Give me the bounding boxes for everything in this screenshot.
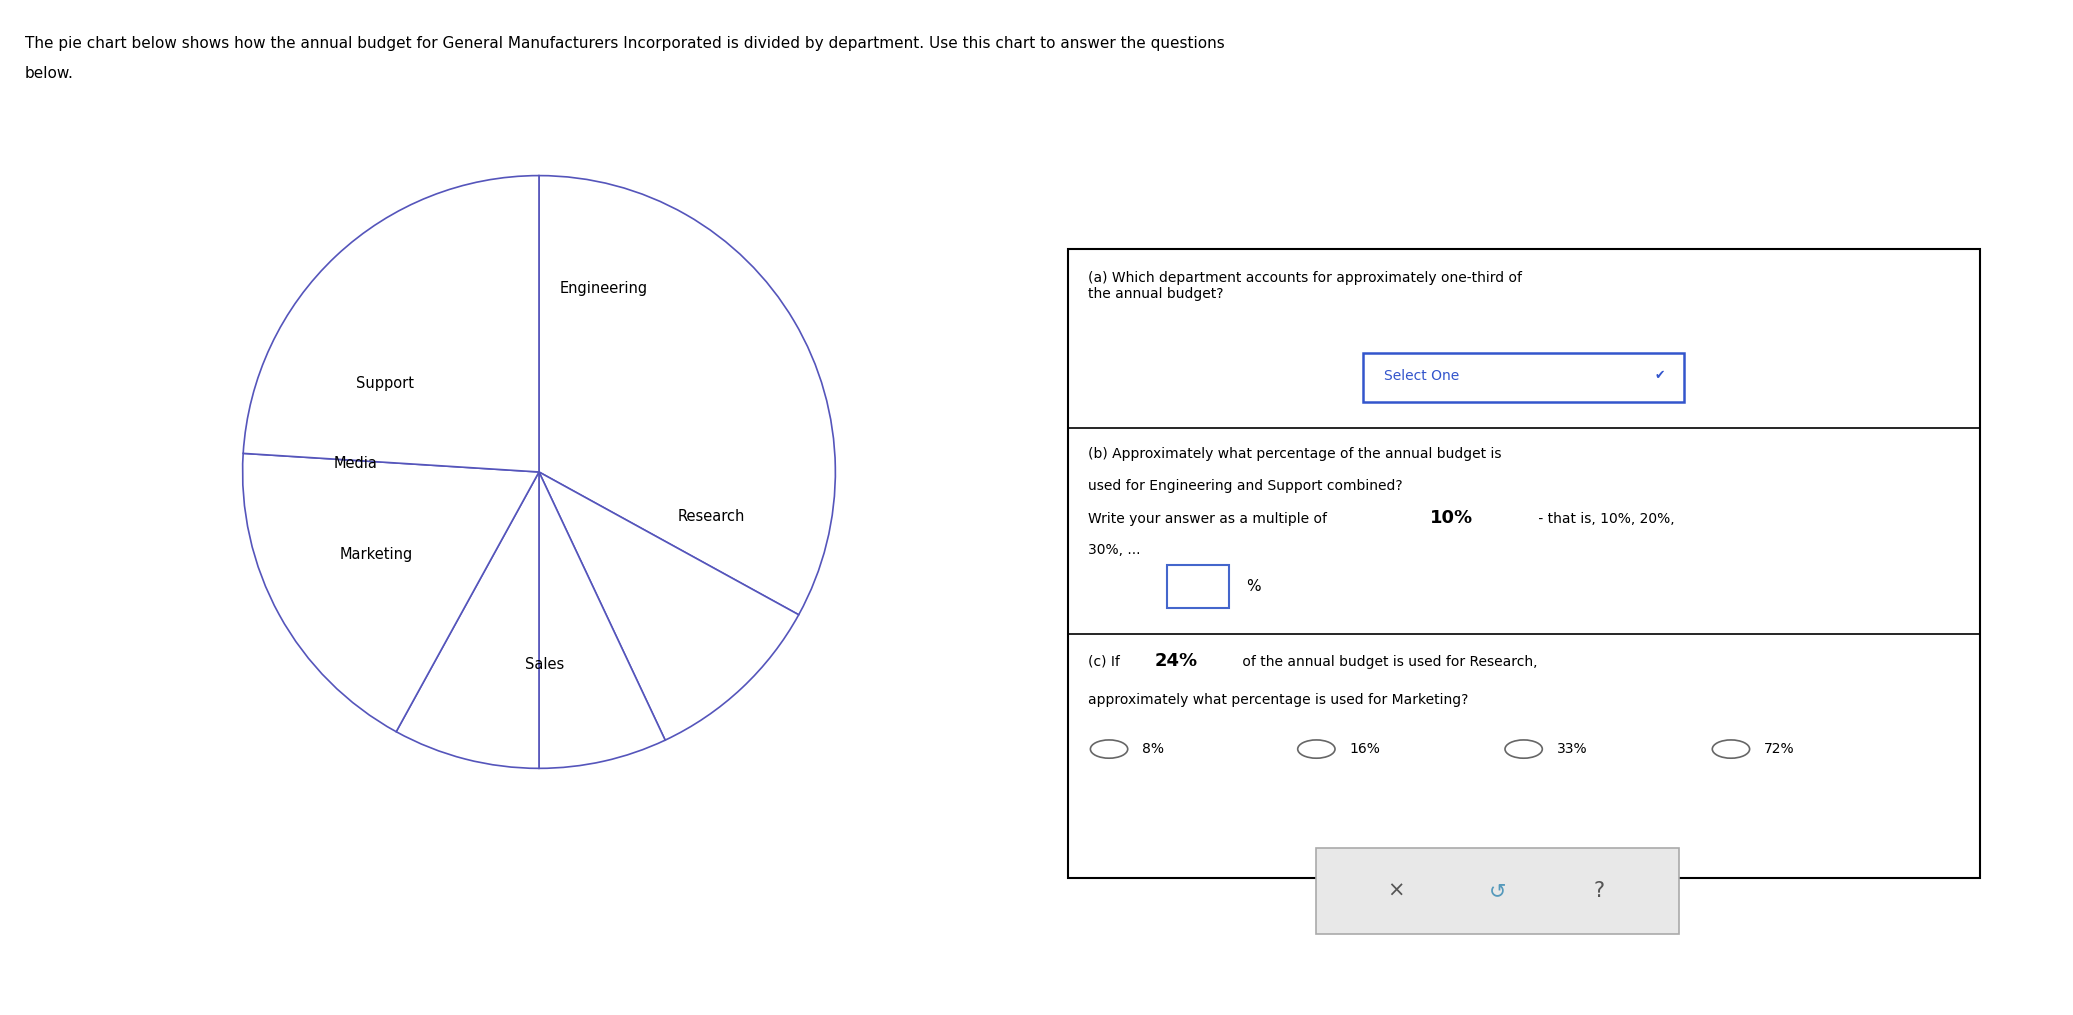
Text: Write your answer as a multiple of: Write your answer as a multiple of (1088, 512, 1327, 526)
Text: 72%: 72% (1764, 742, 1795, 756)
Text: Support: Support (357, 376, 415, 391)
Text: ↺: ↺ (1488, 881, 1507, 900)
Text: (b) Approximately what percentage of the annual budget is: (b) Approximately what percentage of the… (1088, 447, 1501, 461)
Text: below.: below. (25, 66, 75, 81)
Text: ✔: ✔ (1654, 369, 1665, 382)
Text: (a) Which department accounts for approximately one-third of
the annual budget?: (a) Which department accounts for approx… (1088, 271, 1522, 301)
Wedge shape (539, 176, 835, 615)
Text: (c) If: (c) If (1088, 655, 1119, 669)
Wedge shape (539, 472, 798, 740)
Wedge shape (243, 176, 539, 472)
Text: 33%: 33% (1557, 742, 1588, 756)
Wedge shape (539, 472, 665, 768)
Text: Sales: Sales (524, 657, 564, 672)
Circle shape (1090, 740, 1128, 758)
Text: Select One: Select One (1385, 368, 1459, 383)
Bar (1364, 353, 1683, 402)
Text: - that is, 10%, 20%,: - that is, 10%, 20%, (1534, 512, 1675, 526)
Text: Marketing: Marketing (340, 547, 413, 562)
Text: ?: ? (1594, 881, 1605, 900)
Text: used for Engineering and Support combined?: used for Engineering and Support combine… (1088, 479, 1403, 493)
Circle shape (1505, 740, 1542, 758)
Wedge shape (396, 472, 539, 768)
Text: 16%: 16% (1350, 742, 1381, 756)
Circle shape (1298, 740, 1335, 758)
Bar (1068, 249, 1980, 878)
Circle shape (1712, 740, 1750, 758)
Text: 30%, ...: 30%, ... (1088, 543, 1140, 557)
Text: 10%: 10% (1430, 509, 1474, 527)
Text: %: % (1246, 580, 1260, 594)
Text: approximately what percentage is used for Marketing?: approximately what percentage is used fo… (1088, 693, 1468, 707)
Text: Media: Media (334, 456, 377, 471)
Text: of the annual budget is used for Research,: of the annual budget is used for Researc… (1238, 655, 1536, 669)
Text: 8%: 8% (1142, 742, 1165, 756)
Text: ×: × (1387, 881, 1405, 900)
Bar (1167, 565, 1229, 608)
Text: The pie chart below shows how the annual budget for General Manufacturers Incorp: The pie chart below shows how the annual… (25, 36, 1225, 51)
Text: Research: Research (678, 509, 744, 524)
Bar (1316, 848, 1679, 934)
Text: Engineering: Engineering (560, 281, 649, 295)
Text: 24%: 24% (1155, 652, 1198, 670)
Wedge shape (243, 454, 539, 732)
